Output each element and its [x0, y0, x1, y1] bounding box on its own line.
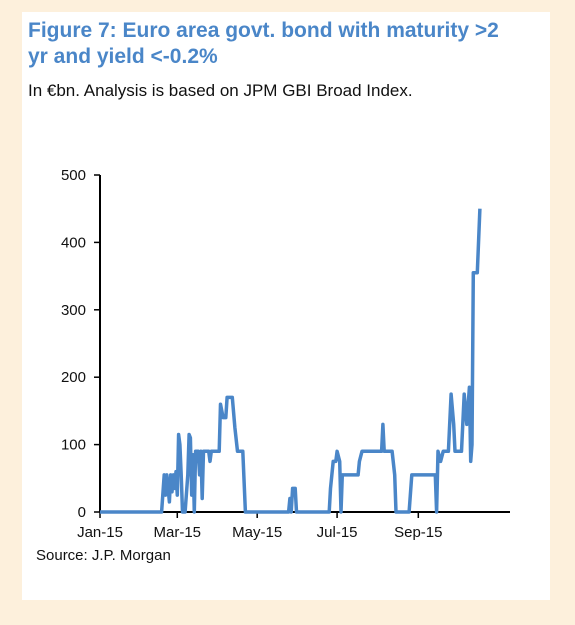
x-tick-label: Jul-15	[317, 524, 358, 541]
y-tick-label: 0	[78, 504, 86, 521]
chart-title: Figure 7: Euro area govt. bond with matu…	[28, 19, 499, 68]
axes	[99, 175, 510, 513]
x-axis-ticks: Jan-15 Mar-15 May-15 Jul-15 Sep-15	[77, 512, 442, 541]
x-tick-label: Jan-15	[77, 524, 123, 541]
y-tick-label: 400	[61, 234, 86, 251]
y-tick-label: 200	[61, 369, 86, 386]
x-tick-label: May-15	[232, 524, 282, 541]
y-tick-label: 500	[61, 167, 86, 184]
y-tick-label: 100	[61, 437, 86, 454]
series-line-0	[100, 208, 482, 514]
source-note: Source: J.P. Morgan	[36, 547, 171, 564]
figure-panel	[22, 12, 550, 600]
series-group	[100, 208, 482, 514]
y-tick-label: 300	[61, 302, 86, 319]
x-tick-label: Mar-15	[154, 524, 202, 541]
chart-subtitle: In €bn. Analysis is based on JPM GBI Bro…	[28, 81, 413, 100]
x-tick-label: Sep-15	[394, 524, 442, 541]
y-axis-ticks: 0 100 200 300 400 500	[61, 167, 100, 521]
